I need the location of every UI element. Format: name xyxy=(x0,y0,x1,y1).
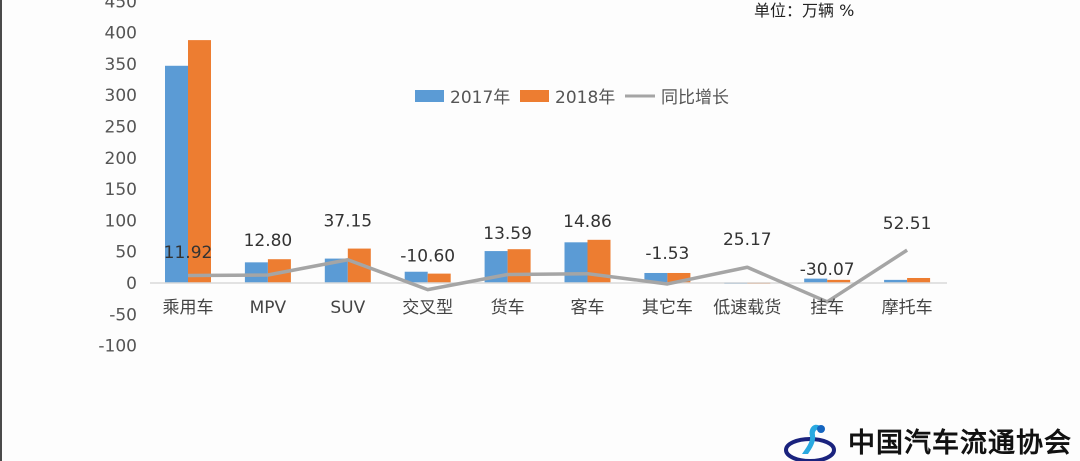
x-tick-label: 客车 xyxy=(571,298,605,318)
y-tick-label: 250 xyxy=(105,118,137,138)
y-axis: 450 400 350 300 250 200 150 100 50 0 -50 -100 xyxy=(98,0,137,357)
x-tick-label: 低速载货 xyxy=(713,298,781,318)
y-tick-label: 50 xyxy=(115,243,137,263)
unit-label: 单位：万辆 % xyxy=(754,1,855,20)
y-tick-label: 300 xyxy=(105,86,137,106)
bar-2018 xyxy=(587,239,611,283)
legend-label-2017: 2017年 xyxy=(450,88,510,108)
left-border xyxy=(0,0,2,461)
y-tick-label: 200 xyxy=(105,149,137,169)
y-tick-label: -100 xyxy=(98,337,137,357)
x-tick-label: MPV xyxy=(250,298,287,318)
y-tick-label: 100 xyxy=(105,211,137,231)
legend-swatch-2018 xyxy=(520,90,549,102)
bar-2017 xyxy=(404,271,428,283)
y-tick-label: 0 xyxy=(126,274,137,294)
bar-2017 xyxy=(564,242,588,283)
x-tick-label: 乘用车 xyxy=(163,298,214,318)
growth-data-label: -1.53 xyxy=(645,244,689,264)
x-tick-label: 挂车 xyxy=(810,298,844,318)
association-logo-icon xyxy=(784,424,836,461)
growth-data-label: 25.17 xyxy=(723,230,772,250)
y-tick-label: 450 xyxy=(105,0,137,12)
legend: 2017年 2018年 同比增长 xyxy=(415,88,729,108)
legend-swatch-2017 xyxy=(415,90,444,102)
growth-data-label: -10.60 xyxy=(400,247,455,267)
bar-2017 xyxy=(644,272,668,283)
growth-line xyxy=(187,248,909,304)
bar-2017 xyxy=(165,65,188,283)
x-axis-labels: 乘用车 MPV SUV 交叉型 货车 客车 其它车 低速载货 挂车 摩托车 xyxy=(163,298,933,318)
x-tick-label: 交叉型 xyxy=(402,298,453,318)
bar-2018 xyxy=(188,40,211,283)
x-tick-label: 摩托车 xyxy=(882,298,933,318)
association-name: 中国汽车流通协会 xyxy=(848,428,1072,459)
y-tick-label: -50 xyxy=(109,305,137,325)
y-tick-label: 350 xyxy=(105,55,137,75)
growth-data-label: 13.59 xyxy=(483,224,532,244)
y-tick-label: 150 xyxy=(105,180,137,200)
growth-data-label: -30.07 xyxy=(800,260,855,280)
growth-data-label: 52.51 xyxy=(883,214,932,234)
bar-2018 xyxy=(827,279,851,283)
growth-data-label: 12.80 xyxy=(244,231,293,251)
bar-2017 xyxy=(884,279,908,283)
bar-2018 xyxy=(667,272,691,283)
growth-data-label: 14.86 xyxy=(563,212,612,232)
bar-2017 xyxy=(244,262,268,283)
x-tick-label: 货车 xyxy=(491,298,525,318)
y-tick-label: 400 xyxy=(105,24,137,44)
legend-label-growth: 同比增长 xyxy=(661,88,729,108)
x-tick-label: 其它车 xyxy=(642,298,693,318)
bar-2017 xyxy=(804,278,828,283)
bar-2018 xyxy=(907,277,931,283)
bar-2018 xyxy=(427,273,451,283)
data-labels: 11.92 12.80 37.15 -10.60 13.59 14.86 -1.53 25.1… xyxy=(164,212,932,280)
legend-label-2018: 2018年 xyxy=(555,88,615,108)
growth-data-label: 37.15 xyxy=(323,212,372,232)
bar-2018 xyxy=(507,249,531,283)
growth-data-label: 11.92 xyxy=(164,243,213,263)
x-tick-label: SUV xyxy=(330,298,365,318)
association-logo: 中国汽车流通协会 xyxy=(784,420,1072,461)
